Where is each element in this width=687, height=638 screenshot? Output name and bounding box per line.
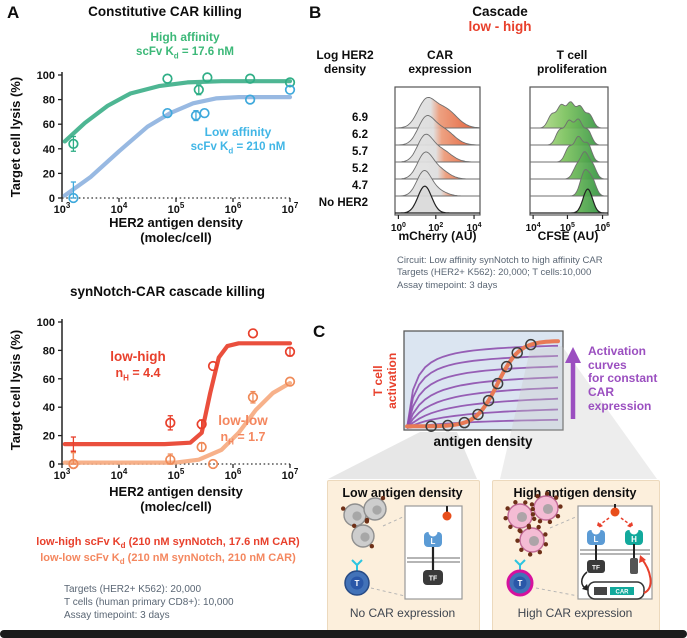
svg-text:105: 105 xyxy=(168,467,185,482)
cascade-xlabel: HER2 antigen density (molec/cell) xyxy=(109,484,243,514)
svg-text:40: 40 xyxy=(43,402,55,414)
panel-b-subtitle: low - high xyxy=(468,19,532,34)
high-box-caption: High CAR expression xyxy=(517,606,633,620)
panel-a-footnote: Targets (HER2+ K562): 20,000 T cells (hu… xyxy=(64,584,234,622)
svg-text:0: 0 xyxy=(49,193,55,205)
svg-text:T: T xyxy=(355,579,360,588)
cascade-chart: 0 20 40 60 80 100 103 104 105 106 107 xyxy=(37,317,299,482)
svg-text:80: 80 xyxy=(43,345,55,357)
histogram-rows xyxy=(395,96,480,214)
concept-xlabel: antigen density xyxy=(433,434,533,449)
series xyxy=(62,72,296,152)
low-low-annotation: low-low nH = 1.7 xyxy=(218,413,268,447)
low-affinity-annotation: Low affinity scFv Kd = 210 nM xyxy=(190,125,286,156)
svg-text:60: 60 xyxy=(43,374,55,386)
svg-text:H: H xyxy=(631,535,637,544)
constitutive-xlabel: HER2 antigen density (molec/cell) xyxy=(109,215,243,245)
her2-density-row-label: 5.2 xyxy=(352,163,368,175)
constitutive-chart: 0 20 40 60 80 100 103 104 105 106 107 xyxy=(37,70,299,216)
high-affinity-annotation: High affinity scFv Kd = 17.6 nM xyxy=(136,30,234,61)
cfse-proliferation-histograms: 104 105 106 xyxy=(526,86,610,234)
bottom-bar xyxy=(0,630,687,638)
low-box-caption: No CAR expression xyxy=(349,606,456,620)
svg-text:TF: TF xyxy=(429,576,438,583)
svg-text:T: T xyxy=(518,579,523,588)
cascade-chart-title: synNotch-CAR cascade killing xyxy=(69,284,266,299)
her2-density-row-label: 6.2 xyxy=(352,129,368,141)
svg-text:CAR: CAR xyxy=(616,590,630,596)
svg-text:100: 100 xyxy=(37,70,55,82)
svg-text:103: 103 xyxy=(54,467,71,482)
her2-density-row-label: 5.7 xyxy=(352,146,368,158)
legend-low-high: low-high scFv Kd (210 nM synNotch, 17.6 … xyxy=(36,536,300,551)
histogram-rows xyxy=(530,101,608,214)
svg-text:L: L xyxy=(594,535,599,544)
panel-b-title: Cascade xyxy=(472,4,528,19)
svg-text:0: 0 xyxy=(49,459,55,471)
svg-text:100: 100 xyxy=(37,317,55,329)
svg-text:60: 60 xyxy=(43,119,55,131)
panel-b-label: B xyxy=(309,3,322,22)
svg-text:40: 40 xyxy=(43,144,55,156)
her2-density-row-label: 6.9 xyxy=(352,112,368,124)
zoom-beam-shading xyxy=(328,346,657,479)
svg-text:104: 104 xyxy=(111,201,128,216)
her2-density-row-label: No HER2 xyxy=(318,197,368,209)
cfse-axis-label: CFSE (AU) xyxy=(537,229,599,243)
constitutive-chart-title: Constitutive CAR killing xyxy=(88,4,242,19)
cascade-ylabel: Target cell lysis (%) xyxy=(8,329,23,451)
her2-density-row-label: 4.7 xyxy=(352,180,368,192)
activation-curves-note: Activation curves for constant CAR expre… xyxy=(588,344,658,413)
column-header-her2-density: Log HER2 density xyxy=(316,48,374,77)
column-header-tcell-proliferation: T cell proliferation xyxy=(536,48,607,77)
panel-c-label: C xyxy=(313,322,326,341)
svg-text:20: 20 xyxy=(43,431,55,443)
panel-b-caption: Circuit: Low affinity synNotch to high a… xyxy=(397,255,603,291)
car-expression-histograms: 100 102 104 xyxy=(391,86,482,234)
high-box-diagram: T L H TF CAR xyxy=(503,491,653,600)
column-header-car-expression: CAR expression xyxy=(408,48,472,77)
low-box-diagram: T L TF xyxy=(340,495,463,600)
legend-low-low: low-low scFv Kd (210 nM synNotch, 210 nM… xyxy=(40,552,296,567)
low-box-title: Low antigen density xyxy=(342,486,463,500)
svg-text:L: L xyxy=(431,537,436,546)
svg-text:20: 20 xyxy=(43,168,55,180)
constitutive-ylabel: Target cell lysis (%) xyxy=(8,76,23,198)
svg-text:107: 107 xyxy=(282,201,299,216)
svg-text:106: 106 xyxy=(225,201,242,216)
series xyxy=(62,84,296,204)
activation-concept-chart xyxy=(403,330,564,432)
low-high-annotation: low-high nH = 4.4 xyxy=(110,349,166,383)
panel-a-label: A xyxy=(7,3,20,22)
up-arrow-icon xyxy=(565,347,581,419)
series xyxy=(62,376,296,470)
svg-text:107: 107 xyxy=(282,467,299,482)
mcherry-axis-label: mCherry (AU) xyxy=(398,229,477,243)
svg-text:80: 80 xyxy=(43,95,55,107)
svg-text:106: 106 xyxy=(225,467,242,482)
svg-text:104: 104 xyxy=(111,467,128,482)
svg-text:105: 105 xyxy=(168,201,185,216)
svg-text:TF: TF xyxy=(592,565,600,572)
svg-text:103: 103 xyxy=(54,201,71,216)
